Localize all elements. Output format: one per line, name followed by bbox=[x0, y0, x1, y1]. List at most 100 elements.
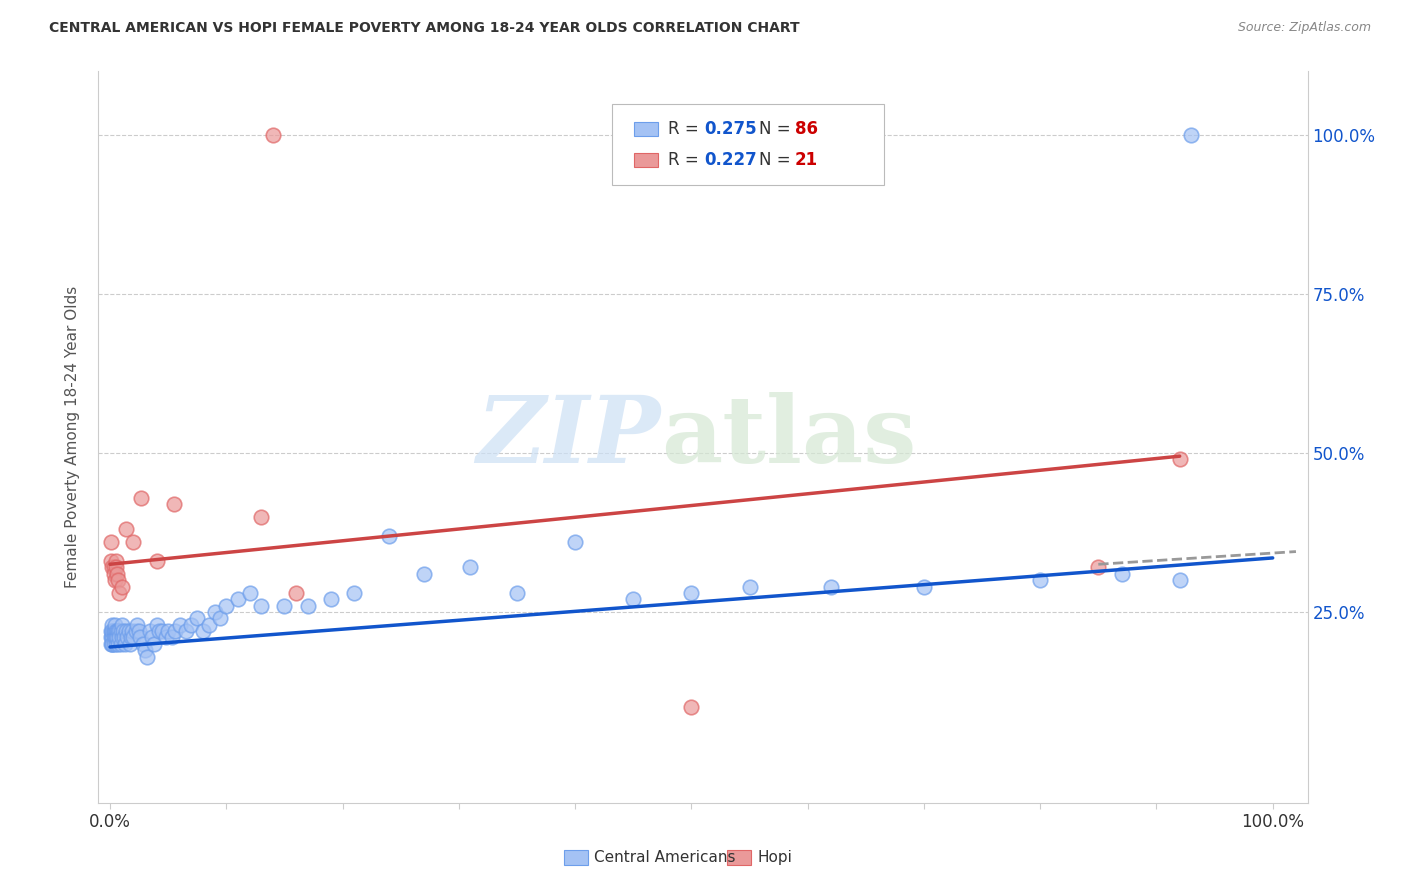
Point bbox=[413, 566, 436, 581]
Point bbox=[104, 631, 127, 645]
Point bbox=[111, 580, 134, 594]
Text: R =: R = bbox=[668, 151, 704, 169]
Point bbox=[343, 586, 366, 600]
Point bbox=[145, 617, 167, 632]
Point bbox=[1168, 452, 1191, 467]
Point bbox=[198, 617, 221, 632]
Point bbox=[297, 599, 319, 613]
Point bbox=[262, 128, 284, 142]
Point bbox=[101, 560, 124, 574]
Text: Central Americans: Central Americans bbox=[595, 850, 735, 865]
Point bbox=[103, 566, 125, 581]
Point bbox=[460, 560, 482, 574]
Point bbox=[121, 624, 143, 638]
Point bbox=[108, 624, 131, 638]
Point bbox=[319, 592, 342, 607]
Text: N =: N = bbox=[759, 120, 796, 138]
Point bbox=[100, 637, 122, 651]
Point bbox=[129, 631, 152, 645]
Point bbox=[145, 554, 167, 568]
Point bbox=[131, 637, 153, 651]
Point bbox=[160, 631, 183, 645]
Point bbox=[108, 631, 131, 645]
Point bbox=[1087, 560, 1109, 574]
Point bbox=[378, 529, 401, 543]
Point bbox=[107, 573, 129, 587]
Point bbox=[204, 605, 226, 619]
Text: 0.275: 0.275 bbox=[704, 120, 756, 138]
Point bbox=[1180, 128, 1202, 142]
Point bbox=[738, 580, 761, 594]
Point bbox=[100, 631, 122, 645]
Point bbox=[112, 631, 135, 645]
Point bbox=[101, 617, 124, 632]
Text: 0.227: 0.227 bbox=[704, 151, 756, 169]
Point bbox=[104, 617, 127, 632]
Point bbox=[131, 491, 153, 505]
Point bbox=[138, 624, 160, 638]
Point bbox=[101, 637, 124, 651]
Point bbox=[820, 580, 842, 594]
Point bbox=[114, 637, 136, 651]
Point bbox=[103, 624, 125, 638]
Point bbox=[134, 643, 156, 657]
Point bbox=[912, 580, 935, 594]
Point bbox=[104, 624, 127, 638]
Bar bbox=[564, 850, 588, 865]
Y-axis label: Female Poverty Among 18-24 Year Olds: Female Poverty Among 18-24 Year Olds bbox=[65, 286, 80, 588]
Point bbox=[105, 631, 128, 645]
Point bbox=[157, 624, 180, 638]
Point bbox=[285, 586, 308, 600]
Point bbox=[186, 611, 208, 625]
Point bbox=[250, 509, 273, 524]
Point bbox=[191, 624, 214, 638]
Point bbox=[103, 624, 125, 638]
Point bbox=[110, 624, 132, 638]
Point bbox=[104, 560, 127, 574]
Bar bbox=[634, 153, 658, 167]
Point bbox=[143, 637, 166, 651]
Text: ZIP: ZIP bbox=[477, 392, 661, 482]
Point bbox=[101, 624, 124, 638]
Point bbox=[128, 624, 150, 638]
Point bbox=[104, 624, 127, 638]
Point bbox=[105, 566, 128, 581]
Point bbox=[101, 631, 124, 645]
Text: CENTRAL AMERICAN VS HOPI FEMALE POVERTY AMONG 18-24 YEAR OLDS CORRELATION CHART: CENTRAL AMERICAN VS HOPI FEMALE POVERTY … bbox=[49, 21, 800, 35]
Point bbox=[100, 554, 122, 568]
Text: N =: N = bbox=[759, 151, 796, 169]
Point bbox=[100, 624, 122, 638]
Point bbox=[681, 586, 703, 600]
Text: atlas: atlas bbox=[661, 392, 917, 482]
Point bbox=[125, 617, 148, 632]
Point bbox=[226, 592, 249, 607]
Point bbox=[115, 522, 138, 536]
Point bbox=[107, 637, 129, 651]
Text: R =: R = bbox=[668, 120, 704, 138]
Point bbox=[209, 611, 232, 625]
Point bbox=[169, 617, 191, 632]
Point bbox=[105, 624, 128, 638]
Point bbox=[108, 586, 131, 600]
Point bbox=[107, 624, 129, 638]
Point bbox=[100, 535, 122, 549]
Point bbox=[104, 637, 127, 651]
Point bbox=[163, 497, 186, 511]
Point bbox=[215, 599, 238, 613]
Point bbox=[104, 631, 127, 645]
Point bbox=[165, 624, 187, 638]
Point bbox=[101, 631, 124, 645]
Point bbox=[118, 637, 141, 651]
Point bbox=[180, 617, 202, 632]
Point bbox=[101, 637, 124, 651]
Point bbox=[136, 649, 159, 664]
Point bbox=[141, 631, 163, 645]
Point bbox=[150, 624, 173, 638]
FancyBboxPatch shape bbox=[613, 104, 884, 185]
Point bbox=[103, 631, 125, 645]
Point bbox=[104, 554, 127, 568]
Point bbox=[239, 586, 262, 600]
Point bbox=[564, 535, 586, 549]
Point bbox=[174, 624, 197, 638]
Point bbox=[110, 637, 132, 651]
